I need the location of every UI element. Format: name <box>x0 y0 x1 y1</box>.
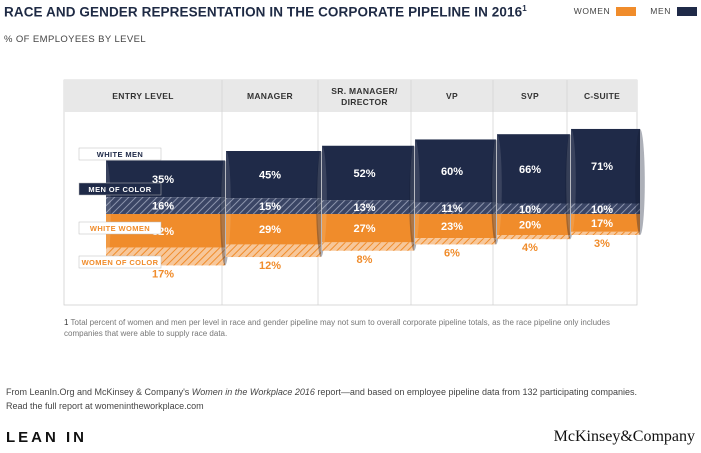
source-report-title: Women in the Workplace 2016 <box>191 387 315 397</box>
leanin-logo: LEAN IN <box>6 429 87 446</box>
data-label-women-of-color: 12% <box>259 260 281 272</box>
bar-white-men <box>497 134 570 204</box>
pipeline-chart: ENTRY LEVEL MANAGER SR. MANAGER/DIRECTOR VP… <box>63 79 645 306</box>
legend-label-men: MEN <box>650 6 671 16</box>
data-label-men-of-color: 11% <box>441 203 463 215</box>
data-label-white-men: 71% <box>591 161 613 173</box>
pipeline-segment <box>492 134 575 240</box>
pipe-joint <box>221 151 231 258</box>
row-label-women-of-color-box <box>78 255 162 269</box>
pipe-joint <box>317 145 327 251</box>
legend: WOMEN MEN <box>560 6 697 16</box>
data-label-white-women: 20% <box>519 220 541 232</box>
pipe-joint <box>101 160 111 266</box>
data-label-women-of-color: 6% <box>444 247 460 259</box>
row-label-white-women-box <box>78 221 162 235</box>
bar-women-of-color <box>497 235 570 240</box>
data-label-men-of-color: 15% <box>259 201 281 213</box>
bar-men-of-color <box>415 202 496 214</box>
data-label-white-women: 17% <box>591 218 613 230</box>
data-label-men-of-color: 13% <box>353 202 375 214</box>
bar-women-of-color <box>322 242 414 251</box>
bar-men-of-color <box>571 203 640 214</box>
pipe-joint <box>635 128 645 236</box>
column-header-label: C-SUITE <box>584 91 620 101</box>
data-label-white-men: 66% <box>519 164 541 176</box>
pipeline-segment <box>566 128 645 236</box>
bar-white-women <box>571 214 640 232</box>
data-label-white-women: 23% <box>441 221 463 233</box>
data-label-men-of-color: 10% <box>591 204 613 216</box>
column-header-label: MANAGER <box>247 91 293 101</box>
legend-swatch-women <box>616 6 637 16</box>
bar-white-women <box>226 214 321 245</box>
source-note: From LeanIn.Org and McKinsey & Company's… <box>6 385 696 413</box>
data-label-women-of-color: 3% <box>594 238 610 250</box>
row-label-women-of-color: WOMEN OF COLOR <box>82 258 159 267</box>
data-label-white-women: 27% <box>353 223 375 235</box>
column-header-label: VP <box>446 91 458 101</box>
column-header-label: ENTRY LEVEL <box>112 91 173 101</box>
pipeline-segment <box>317 145 419 251</box>
bar-women-of-color <box>226 244 321 258</box>
bar-white-women <box>415 214 496 239</box>
pipe-joint <box>566 128 576 236</box>
data-label-white-women: 29% <box>259 224 281 236</box>
data-label-women-of-color: 17% <box>152 268 174 280</box>
row-label-men-of-color: MEN OF COLOR <box>88 185 151 194</box>
bar-men-of-color <box>322 200 414 214</box>
bar-white-men <box>322 145 414 201</box>
row-label-men-of-color-box <box>78 182 162 196</box>
chart-title: RACE AND GENDER REPRESENTATION IN THE CO… <box>4 4 527 20</box>
data-label-white-men: 45% <box>259 170 281 182</box>
bar-white-men <box>226 151 321 199</box>
footnote-marker: 1 <box>64 318 69 327</box>
bar-men-of-color <box>106 197 225 214</box>
row-label-white-women: WHITE WOMEN <box>90 224 150 233</box>
legend-item-men: MEN <box>650 6 697 16</box>
source-suffix: report—and based on employee pipeline da… <box>314 387 638 397</box>
column-header-band <box>64 80 637 112</box>
column-header-label: SVP <box>521 91 539 101</box>
chart-subtitle: % OF EMPLOYEES BY LEVEL <box>4 34 147 45</box>
bar-women-of-color <box>415 238 496 245</box>
bar-white-women <box>497 214 570 235</box>
data-label-women-of-color: 4% <box>522 242 538 254</box>
legend-item-women: WOMEN <box>574 6 637 16</box>
pipeline-segment <box>221 151 326 258</box>
mckinsey-logo: McKinsey&Company <box>553 428 695 445</box>
data-label-men-of-color: 10% <box>519 204 541 216</box>
source-prefix: From LeanIn.Org and McKinsey & Company's <box>6 387 192 397</box>
footnote: 1 Total percent of women and men per lev… <box>64 317 624 339</box>
footnote-text: Total percent of women and men per level… <box>64 318 610 338</box>
pipe-joint <box>492 134 502 240</box>
bar-white-men <box>571 128 640 204</box>
bar-white-women <box>322 214 414 243</box>
data-label-women-of-color: 8% <box>357 254 373 266</box>
legend-swatch-men <box>677 6 697 16</box>
pipe-joint <box>410 139 420 245</box>
column-header-label: SR. MANAGER/DIRECTOR <box>331 86 398 107</box>
data-label-men-of-color: 16% <box>152 201 174 213</box>
row-label-white-men-box <box>78 147 162 161</box>
legend-label-women: WOMEN <box>573 6 611 16</box>
bar-men-of-color <box>226 198 321 214</box>
data-label-white-men: 52% <box>353 168 375 180</box>
source-link-text[interactable]: Read the full report at womenintheworkpl… <box>6 401 204 411</box>
bar-white-men <box>415 139 496 203</box>
data-label-white-men: 60% <box>441 166 463 178</box>
bar-men-of-color <box>497 203 570 214</box>
row-label-white-men: WHITE MEN <box>97 150 144 159</box>
bar-women-of-color <box>571 231 640 235</box>
